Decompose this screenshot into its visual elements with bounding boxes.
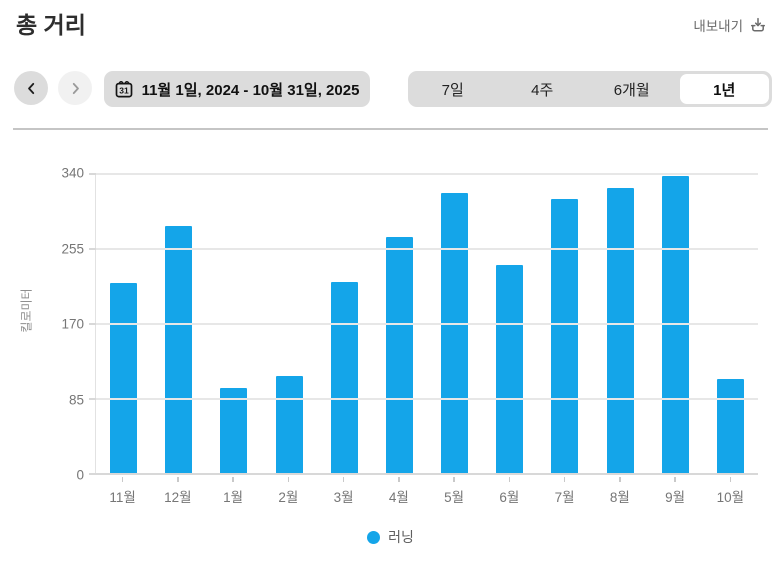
- tab-4-weeks[interactable]: 4주: [498, 71, 588, 107]
- chevron-right-icon: [67, 80, 84, 97]
- x-cell-12월: 12월: [150, 477, 205, 506]
- x-tick-12월: [177, 477, 179, 482]
- x-label-8월: 8월: [609, 490, 630, 505]
- x-label-9월: 9월: [665, 490, 686, 505]
- bar-column-6월: [482, 173, 537, 473]
- previous-period-button[interactable]: [14, 71, 48, 105]
- bar-column-3월: [317, 173, 372, 473]
- x-cell-1월: 1월: [206, 477, 261, 506]
- y-tick-label-0: 0: [76, 467, 84, 483]
- x-tick-9월: [674, 477, 676, 482]
- date-range-picker[interactable]: 31 11월 1일, 2024 - 10월 31일, 2025: [104, 71, 370, 107]
- y-tick-340: [89, 173, 96, 175]
- bar-column-7월: [537, 173, 592, 473]
- x-cell-10월: 10월: [703, 477, 758, 506]
- x-label-6월: 6월: [499, 490, 520, 505]
- y-tick-label-255: 255: [61, 241, 84, 256]
- bar-10월[interactable]: [716, 379, 744, 473]
- x-cell-4월: 4월: [371, 477, 426, 506]
- page-title: 총 거리: [16, 12, 86, 38]
- svg-text:31: 31: [119, 86, 129, 96]
- chevron-left-icon: [23, 80, 40, 97]
- chart-legend: 러닝: [0, 527, 781, 547]
- x-tick-10월: [729, 477, 732, 482]
- x-label-2월: 2월: [278, 490, 299, 505]
- bar-column-5월: [427, 173, 482, 473]
- bar-column-8월: [593, 173, 648, 473]
- bar-2월[interactable]: [275, 375, 303, 473]
- x-tick-11월: [121, 477, 124, 482]
- bar-column-1월: [206, 173, 261, 473]
- calendar-icon: 31: [115, 80, 133, 98]
- x-label-5월: 5월: [444, 490, 465, 505]
- x-label-7월: 7월: [554, 490, 575, 505]
- tab-7-days[interactable]: 7일: [408, 71, 498, 107]
- y-tick-label-85: 85: [68, 392, 84, 407]
- gridline-340: [96, 173, 758, 175]
- y-tick-label-170: 170: [61, 316, 84, 332]
- x-cell-6월: 6월: [482, 477, 537, 506]
- bar-11월[interactable]: [110, 283, 138, 473]
- x-cell-7월: 7월: [537, 477, 592, 506]
- export-icon: [750, 17, 766, 33]
- legend-running-label: 러닝: [388, 529, 414, 545]
- x-label-12월: 12월: [164, 490, 192, 505]
- date-range-label: 11월 1일, 2024 - 10월 31일, 2025: [141, 81, 360, 99]
- x-label-10월: 10월: [716, 490, 745, 505]
- x-cell-2월: 2월: [261, 477, 316, 506]
- bar-column-2월: [262, 173, 317, 473]
- y-tick-0: [89, 473, 96, 475]
- gridline-85: [96, 398, 758, 400]
- bar-12월[interactable]: [165, 225, 193, 473]
- x-label-4월: 4월: [388, 490, 409, 505]
- x-cell-5월: 5월: [427, 477, 482, 506]
- bar-7월[interactable]: [551, 199, 579, 473]
- gridline-170: [96, 323, 758, 325]
- export-button-label: 내보내기: [693, 19, 743, 34]
- x-cell-9월: 9월: [648, 477, 703, 506]
- bar-column-11월: [96, 173, 151, 473]
- bar-5월[interactable]: [441, 193, 469, 473]
- bar-column-12월: [151, 173, 206, 473]
- bar-column-4월: [372, 173, 427, 473]
- x-cell-11월: 11월: [95, 477, 150, 506]
- x-tick-6월: [508, 477, 511, 482]
- x-label-11월: 11월: [109, 490, 136, 505]
- x-cell-8월: 8월: [592, 477, 647, 506]
- y-tick-label-340: 340: [61, 165, 84, 181]
- legend-running-dot: [367, 530, 381, 544]
- x-cell-3월: 3월: [316, 477, 371, 506]
- x-tick-7월: [563, 477, 566, 482]
- y-tick-170: [89, 323, 96, 325]
- x-tick-2월: [287, 477, 290, 482]
- x-label-3월: 3월: [333, 490, 354, 505]
- bar-8월[interactable]: [606, 188, 634, 473]
- x-label-1월: 1월: [223, 490, 244, 505]
- next-period-button[interactable]: [58, 71, 92, 105]
- y-tick-255: [89, 248, 96, 250]
- tab-1-year[interactable]: 1년: [679, 74, 769, 104]
- bar-column-10월: [703, 173, 758, 473]
- x-tick-8월: [619, 477, 621, 482]
- bar-3월[interactable]: [330, 282, 358, 473]
- bar-6월[interactable]: [496, 264, 524, 473]
- bars-row: [96, 173, 758, 473]
- x-axis-labels: 11월 12월 1월 2월 3월 4월 5월 6월 7월 8월 9월 10월: [95, 477, 758, 506]
- plot-area: [89, 173, 758, 475]
- gridline-255: [96, 248, 758, 250]
- x-tick-1월: [232, 477, 234, 482]
- y-tick-85: [89, 398, 96, 400]
- export-button[interactable]: 내보내기: [693, 15, 766, 35]
- bar-4월[interactable]: [385, 236, 413, 473]
- header-divider: [13, 128, 768, 130]
- x-tick-4월: [398, 477, 400, 482]
- tab-6-months[interactable]: 6개월: [587, 71, 677, 107]
- x-tick-5월: [453, 477, 455, 482]
- y-axis-labels: 0 85 170 255 340: [0, 166, 84, 483]
- period-segmented-control: 7일 4주 6개월 1년: [408, 71, 772, 107]
- bar-1월[interactable]: [220, 388, 248, 473]
- x-tick-3월: [342, 477, 345, 482]
